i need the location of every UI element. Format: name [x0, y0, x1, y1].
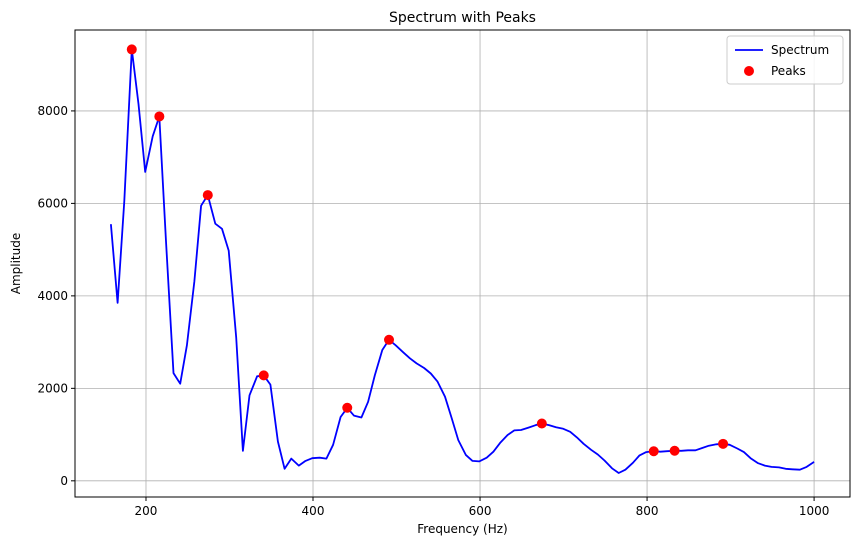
- y-tick-label: 0: [60, 474, 68, 488]
- peak-point: [384, 334, 395, 345]
- legend-box: [726, 35, 844, 85]
- chart-title: Spectrum with Peaks: [389, 10, 536, 26]
- y-axis-label: Amplitude: [9, 233, 23, 295]
- x-axis-label: Frequency (Hz): [417, 522, 508, 536]
- legend-spectrum-label: Spectrum: [771, 43, 829, 57]
- x-tick-label: 800: [636, 504, 659, 518]
- peak-point: [648, 446, 659, 457]
- peak-point: [202, 190, 213, 201]
- axes-frame: [74, 29, 851, 498]
- x-tick-label: 400: [302, 504, 325, 518]
- legend-peaks-label: Peaks: [771, 64, 806, 78]
- y-tick-label: 8000: [37, 104, 68, 118]
- peak-point: [536, 418, 547, 429]
- x-tick-label: 600: [469, 504, 492, 518]
- peak-point: [342, 402, 353, 413]
- y-tick-label: 4000: [37, 289, 68, 303]
- plot-area: [110, 44, 815, 474]
- peak-point: [154, 111, 165, 122]
- legend: Spectrum Peaks: [726, 35, 844, 85]
- axis-ticks: 200 400 600 800 1000 0 2000 4000 6000 8000: [37, 104, 829, 518]
- spectrum-line: [110, 48, 815, 474]
- y-tick-label: 6000: [37, 196, 68, 210]
- x-tick-label: 1000: [799, 504, 830, 518]
- peak-point: [126, 44, 137, 55]
- y-tick-label: 2000: [37, 381, 68, 395]
- peak-point: [718, 438, 729, 449]
- grid: [75, 30, 850, 497]
- x-tick-label: 200: [135, 504, 158, 518]
- peak-point: [258, 370, 269, 381]
- peak-point: [669, 445, 680, 456]
- legend-peaks-swatch: [744, 66, 754, 76]
